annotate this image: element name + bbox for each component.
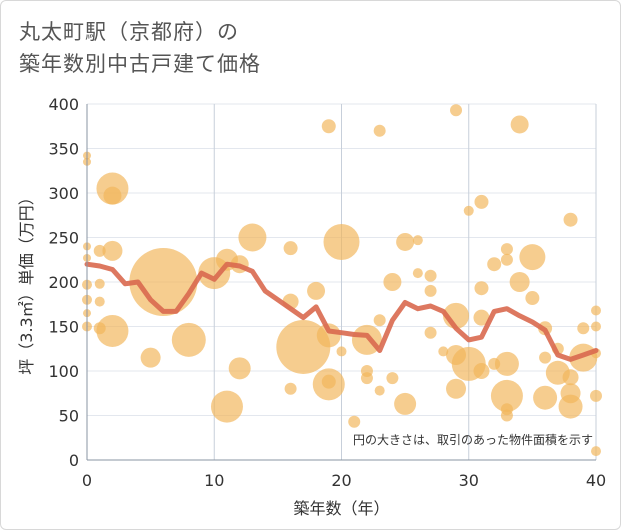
data-bubble [373, 124, 386, 137]
data-bubble [394, 392, 417, 415]
data-bubble [494, 351, 519, 376]
data-bubble [558, 394, 583, 419]
y-tick-label: 50 [59, 407, 79, 426]
data-bubble [473, 363, 490, 379]
y-axis-title: 坪（3.3㎡）単価（万円） [17, 189, 36, 374]
data-bubble [474, 194, 489, 209]
data-bubble [323, 223, 360, 260]
data-bubble [450, 104, 463, 117]
data-bubble [446, 378, 467, 399]
chart-title-line2: 築年数別中古戸建て価格 [19, 52, 261, 76]
x-tick-label: 20 [331, 471, 351, 490]
y-tick-label: 300 [48, 184, 79, 203]
data-bubble [412, 268, 423, 279]
data-bubble [336, 346, 347, 357]
data-bubble [539, 351, 552, 364]
data-bubble [96, 314, 129, 347]
data-bubble [519, 244, 546, 271]
data-bubble [140, 347, 161, 368]
data-bubble [307, 281, 326, 300]
data-bubble [284, 382, 297, 395]
data-bubble [490, 379, 523, 412]
data-bubble [348, 415, 361, 428]
y-tick-label: 400 [48, 95, 79, 114]
data-bubble [102, 240, 123, 261]
data-bubble [276, 319, 331, 374]
data-bubble [474, 281, 489, 296]
data-bubble [94, 278, 105, 289]
data-bubble [228, 357, 251, 380]
chart-title-line1: 丸太町駅（京都府）の [19, 20, 239, 44]
x-tick-label: 0 [82, 471, 92, 490]
data-bubble [374, 385, 385, 396]
data-bubble [129, 248, 198, 316]
data-bubble [510, 115, 529, 134]
data-bubble [412, 235, 423, 246]
data-bubble [93, 244, 106, 257]
data-bubble [473, 309, 490, 326]
data-bubble [373, 314, 386, 327]
data-bubble [591, 305, 601, 316]
data-bubble [438, 346, 449, 357]
data-bubble [383, 273, 402, 291]
data-bubble [591, 321, 601, 332]
data-bubble [94, 296, 105, 307]
bubble-layer [82, 104, 602, 457]
data-bubble [424, 269, 437, 282]
data-bubble [533, 385, 558, 410]
data-bubble [590, 389, 602, 402]
data-bubble [463, 205, 474, 216]
data-bubble [591, 446, 601, 457]
data-bubble [210, 390, 243, 423]
x-tick-label: 10 [204, 471, 224, 490]
x-tick-label: 40 [586, 471, 606, 490]
data-bubble [563, 212, 578, 227]
chart-title: 丸太町駅（京都府）の 築年数別中古戸建て価格 [19, 16, 261, 80]
data-bubble [238, 223, 267, 252]
data-bubble [525, 291, 540, 306]
y-tick-label: 350 [48, 140, 79, 159]
data-bubble [283, 241, 298, 256]
size-note: 円の大きさは、取引のあった物件面積を示す [353, 432, 593, 447]
y-tick-label: 150 [48, 318, 79, 337]
data-bubble [562, 369, 579, 386]
data-bubble [103, 186, 122, 205]
data-bubble [424, 326, 437, 339]
data-bubble [360, 372, 373, 385]
y-tick-label: 100 [48, 362, 79, 381]
data-bubble [171, 322, 206, 357]
trend-line [84, 261, 599, 362]
data-bubble [509, 272, 530, 292]
x-tick-label: 30 [459, 471, 479, 490]
data-bubble [500, 243, 513, 256]
data-bubble [396, 232, 415, 251]
data-bubble [321, 119, 336, 134]
data-bubble [321, 374, 336, 389]
trend-layer [84, 261, 599, 362]
data-bubble [577, 322, 590, 335]
data-bubble [487, 257, 502, 272]
data-bubble [500, 409, 513, 422]
x-axis-title: 築年数（年） [293, 499, 389, 518]
data-bubble [424, 284, 437, 297]
y-tick-label: 200 [48, 273, 79, 292]
y-tick-label: 0 [69, 451, 79, 470]
data-bubble [386, 372, 399, 385]
y-tick-label: 250 [48, 229, 79, 248]
axes-layer: 0 50 100 150 200 250 300 350 400 0 10 20 30 40 [48, 95, 606, 490]
data-bubble [500, 253, 513, 266]
